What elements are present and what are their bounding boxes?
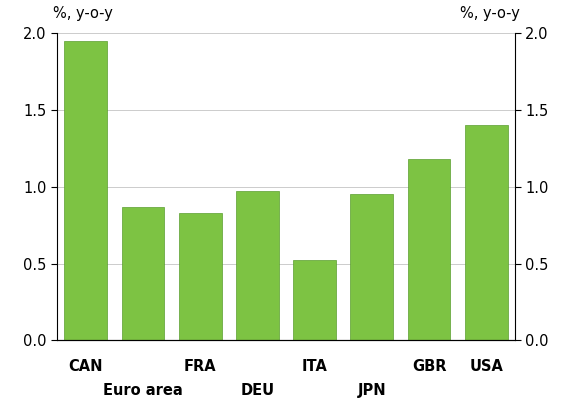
Bar xyxy=(179,213,222,340)
Bar xyxy=(351,194,394,340)
Text: %, y-o-y: %, y-o-y xyxy=(53,6,113,21)
Bar xyxy=(236,191,279,340)
Text: ITA: ITA xyxy=(301,359,328,374)
Text: CAN: CAN xyxy=(69,359,103,374)
Bar xyxy=(408,159,451,340)
Text: Euro area: Euro area xyxy=(103,383,183,398)
Text: DEU: DEU xyxy=(240,383,275,398)
Text: GBR: GBR xyxy=(412,359,446,374)
Bar xyxy=(293,261,336,340)
Text: USA: USA xyxy=(469,359,503,374)
Bar xyxy=(465,125,508,340)
Text: JPN: JPN xyxy=(358,383,386,398)
Text: %, y-o-y: %, y-o-y xyxy=(459,6,519,21)
Bar xyxy=(122,207,165,340)
Bar xyxy=(65,41,108,340)
Text: FRA: FRA xyxy=(184,359,217,374)
